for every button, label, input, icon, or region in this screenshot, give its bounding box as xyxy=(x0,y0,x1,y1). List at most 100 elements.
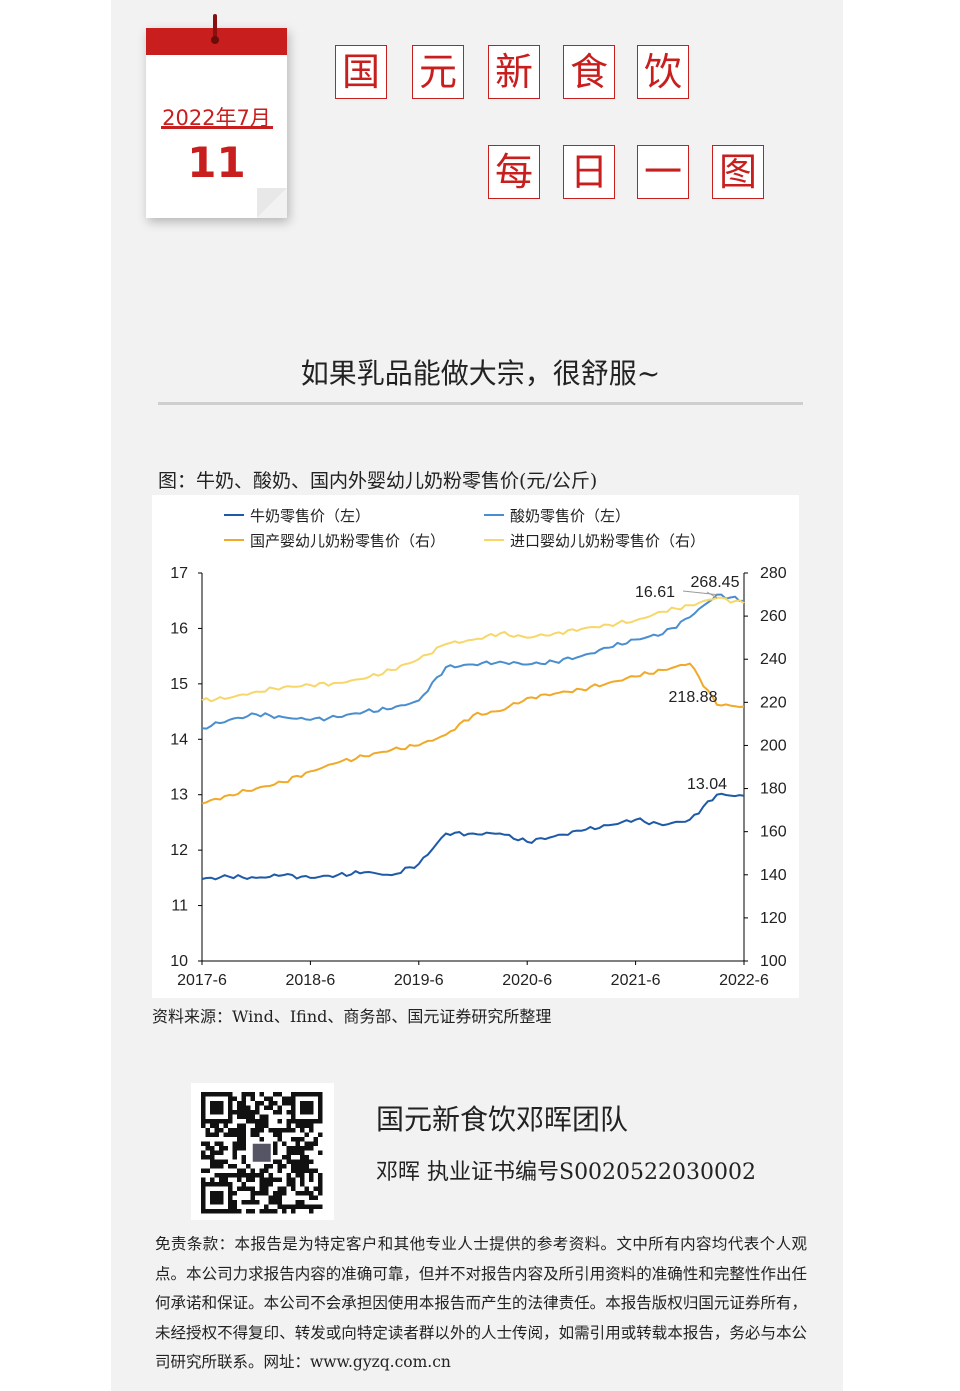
qr-module xyxy=(210,1123,215,1128)
qr-module xyxy=(268,1096,273,1101)
qr-module xyxy=(259,1168,264,1173)
qr-module xyxy=(264,1177,269,1182)
qr-module xyxy=(282,1101,287,1106)
qr-module xyxy=(286,1123,291,1128)
qr-module xyxy=(210,1132,215,1137)
qr-module xyxy=(237,1177,242,1182)
qr-module xyxy=(250,1173,255,1178)
qr-module xyxy=(282,1186,287,1191)
qr-module xyxy=(313,1195,318,1200)
qr-module xyxy=(277,1128,282,1133)
qr-module xyxy=(309,1168,314,1173)
qr-module xyxy=(250,1114,255,1119)
qr-module xyxy=(219,1141,224,1146)
qr-module xyxy=(291,1177,296,1182)
qr-module xyxy=(286,1119,291,1124)
qr-module xyxy=(205,1155,210,1160)
qr-module xyxy=(228,1128,233,1133)
qr-module xyxy=(304,1191,309,1196)
qr-module xyxy=(264,1123,269,1128)
headline-rule xyxy=(158,402,803,405)
qr-module xyxy=(250,1186,255,1191)
qr-module xyxy=(214,1141,219,1146)
series-line xyxy=(201,662,745,805)
qr-module xyxy=(286,1173,291,1178)
annotation-leader xyxy=(682,590,717,596)
qr-module xyxy=(214,1159,219,1164)
qr-module xyxy=(241,1137,246,1142)
qr-module xyxy=(268,1128,273,1133)
qr-module xyxy=(273,1159,278,1164)
qr-module xyxy=(304,1186,309,1191)
qr-module xyxy=(246,1200,251,1205)
qr-module xyxy=(286,1101,291,1106)
qr-module xyxy=(286,1096,291,1101)
qr-module xyxy=(232,1204,237,1209)
qr-module xyxy=(246,1177,251,1182)
qr-module xyxy=(223,1146,228,1151)
qr-module xyxy=(205,1128,210,1133)
qr-module xyxy=(309,1128,314,1133)
qr-module xyxy=(264,1114,269,1119)
qr-module xyxy=(210,1146,215,1151)
qr-module xyxy=(304,1168,309,1173)
qr-module xyxy=(277,1092,282,1097)
qr-module xyxy=(282,1128,287,1133)
qr-code[interactable] xyxy=(191,1083,334,1220)
qr-module xyxy=(268,1209,273,1214)
calendar-divider xyxy=(161,126,273,129)
qr-module xyxy=(309,1209,314,1214)
qr-module xyxy=(259,1119,264,1124)
qr-module xyxy=(246,1173,251,1178)
qr-module xyxy=(237,1105,242,1110)
qr-module xyxy=(300,1191,305,1196)
qr-module xyxy=(214,1123,219,1128)
qr-module xyxy=(250,1132,255,1137)
qr-module xyxy=(300,1182,305,1187)
qr-module xyxy=(255,1110,260,1115)
qr-module xyxy=(309,1204,314,1209)
qr-module xyxy=(232,1128,237,1133)
source-note: 资料来源：Wind、Ifind、商务部、国元证券研究所整理 xyxy=(152,1007,552,1026)
qr-module xyxy=(241,1146,246,1151)
left-tick-label: 11 xyxy=(171,898,188,915)
x-tick-label: 2019-6 xyxy=(394,972,444,989)
qr-module xyxy=(291,1168,296,1173)
qr-module xyxy=(219,1146,224,1151)
qr-module xyxy=(304,1155,309,1160)
qr-module xyxy=(268,1173,273,1178)
qr-module xyxy=(201,1150,206,1155)
right-tick-label: 100 xyxy=(760,953,787,970)
legend-label: 国产婴幼儿奶粉零售价（右） xyxy=(250,532,445,550)
qr-finder xyxy=(300,1101,314,1115)
qr-module xyxy=(268,1195,273,1200)
qr-module xyxy=(264,1096,269,1101)
title-char: 日 xyxy=(563,145,615,199)
qr-module xyxy=(268,1177,273,1182)
qr-module xyxy=(210,1155,215,1160)
qr-module xyxy=(277,1132,282,1137)
qr-module xyxy=(250,1200,255,1205)
qr-module xyxy=(273,1177,278,1182)
line-chart: 10 11 12 13 14 15 16 17 100 120 140 160 180 200 220 240… xyxy=(170,507,787,989)
qr-module xyxy=(246,1105,251,1110)
qr-module xyxy=(232,1146,237,1151)
qr-module xyxy=(300,1123,305,1128)
qr-module xyxy=(282,1141,287,1146)
qr-module xyxy=(277,1195,282,1200)
data-label: 268.45 xyxy=(691,574,740,591)
right-tick-label: 140 xyxy=(760,867,787,884)
qr-module xyxy=(250,1195,255,1200)
x-tick-label: 2020-6 xyxy=(502,972,552,989)
qr-module xyxy=(259,1209,264,1214)
legend-label: 牛奶零售价（左） xyxy=(250,507,370,525)
qr-module xyxy=(318,1150,323,1155)
qr-module xyxy=(259,1173,264,1178)
qr-module xyxy=(295,1191,300,1196)
qr-module xyxy=(277,1164,282,1169)
qr-module xyxy=(210,1164,215,1169)
calendar-card: 2022年7月 11 xyxy=(146,14,287,218)
qr-module xyxy=(237,1132,242,1137)
left-tick-label: 17 xyxy=(170,565,188,582)
right-tick-label: 240 xyxy=(760,651,787,668)
